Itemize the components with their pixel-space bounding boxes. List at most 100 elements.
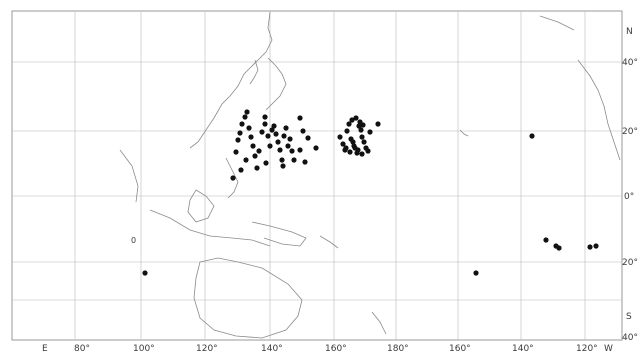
observation-point xyxy=(355,147,361,153)
observation-point xyxy=(346,121,352,127)
zero-marker: 0 xyxy=(131,236,136,245)
observation-point xyxy=(349,117,355,123)
observation-point xyxy=(340,141,346,147)
graticule xyxy=(12,11,622,340)
coastline-indonesia xyxy=(149,209,271,247)
observation-point xyxy=(360,122,366,128)
coastline-korea xyxy=(249,59,259,85)
observation-point xyxy=(365,148,371,154)
coastline-philippines xyxy=(225,157,239,199)
observation-point xyxy=(279,157,285,163)
observation-point xyxy=(347,149,353,155)
observation-point xyxy=(291,157,297,163)
observation-point xyxy=(243,157,249,163)
observation-point xyxy=(254,165,260,171)
observation-point xyxy=(250,143,256,149)
lon-label: 140° xyxy=(261,344,283,353)
observation-point xyxy=(473,270,479,276)
observation-point xyxy=(337,134,343,140)
observation-point xyxy=(283,125,289,131)
coastline-australia xyxy=(193,257,303,339)
observation-point xyxy=(239,121,245,127)
observation-point xyxy=(252,153,258,159)
lon-label: 120° xyxy=(196,344,218,353)
coastline-north-america xyxy=(577,59,621,161)
observation-point xyxy=(246,125,252,131)
lat-label: 0° xyxy=(624,192,634,202)
lon-label: 160° xyxy=(325,344,347,353)
observation-point xyxy=(269,127,275,133)
observation-point xyxy=(256,148,262,154)
observation-point xyxy=(343,145,349,151)
map-frame xyxy=(11,10,623,341)
observation-point xyxy=(235,137,241,143)
observation-point xyxy=(262,114,268,120)
observation-point xyxy=(238,167,244,173)
latitude-labels: N 40° 20° 0° 20° S 40° xyxy=(622,27,638,343)
coastline-japan xyxy=(265,57,287,111)
coastline-solomons xyxy=(319,235,339,249)
coastline-asia xyxy=(189,11,273,149)
observation-point xyxy=(356,123,362,129)
observation-point xyxy=(265,133,271,139)
observation-point xyxy=(259,129,265,135)
coastline-alaska xyxy=(539,15,575,31)
observation-point xyxy=(271,123,277,129)
observation-point xyxy=(344,128,350,134)
lon-label: 120° xyxy=(576,344,598,353)
coastline-hawaii xyxy=(459,129,469,137)
observation-point xyxy=(233,149,239,155)
lon-label: 160° xyxy=(449,344,471,353)
observation-point xyxy=(237,130,243,136)
observation-point xyxy=(297,147,303,153)
observation-point xyxy=(244,109,250,115)
lon-label: 140° xyxy=(512,344,534,353)
lon-label: 100° xyxy=(133,344,155,353)
observation-point xyxy=(273,131,279,137)
lon-label: W xyxy=(604,344,613,353)
observation-point xyxy=(313,145,319,151)
observation-point xyxy=(350,139,356,145)
observation-point xyxy=(230,175,236,181)
observation-point xyxy=(593,243,599,249)
coastline-new-zealand xyxy=(371,311,387,335)
lat-label: 20° xyxy=(622,127,638,137)
observation-point xyxy=(297,115,303,121)
lat-label: N xyxy=(626,27,633,37)
lat-label: 40° xyxy=(622,58,638,68)
observation-point xyxy=(287,136,293,142)
coastline-new-guinea xyxy=(251,221,307,247)
observation-point xyxy=(280,163,286,169)
observation-point xyxy=(305,135,311,141)
observation-point xyxy=(289,148,295,154)
lon-label: E xyxy=(42,344,48,353)
coastline-india xyxy=(119,149,139,203)
observation-point xyxy=(300,128,306,134)
observation-points xyxy=(142,109,599,276)
observation-point xyxy=(353,115,359,121)
lon-label: 180° xyxy=(387,344,409,353)
observation-point xyxy=(587,244,593,250)
observation-point xyxy=(367,129,373,135)
coastline-borneo xyxy=(187,189,215,223)
observation-point xyxy=(242,114,248,120)
observation-point xyxy=(263,160,269,166)
observation-point xyxy=(281,133,287,139)
lat-label: 40° xyxy=(622,333,638,343)
lon-label: 80° xyxy=(74,344,90,353)
observation-point xyxy=(529,133,535,139)
observation-point xyxy=(285,143,291,149)
lat-label: S xyxy=(626,312,632,322)
longitude-labels: E 80° 100° 120° 140° 160° 180° 160° 140°… xyxy=(42,344,613,353)
observation-point xyxy=(375,121,381,127)
observation-point xyxy=(359,151,365,157)
observation-point xyxy=(248,134,254,140)
coastlines xyxy=(119,11,621,339)
observation-point xyxy=(142,270,148,276)
observation-point xyxy=(262,121,268,127)
observation-point xyxy=(302,159,308,165)
observation-point xyxy=(267,143,273,149)
observation-point xyxy=(277,147,283,153)
observation-point xyxy=(543,237,549,243)
